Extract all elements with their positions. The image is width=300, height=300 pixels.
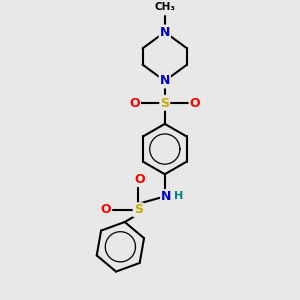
Text: O: O xyxy=(129,97,140,110)
Text: CH₃: CH₃ xyxy=(154,2,175,13)
Text: N: N xyxy=(160,74,170,87)
Text: S: S xyxy=(134,203,143,216)
Text: N: N xyxy=(161,190,172,203)
Text: O: O xyxy=(134,173,145,186)
Text: H: H xyxy=(173,191,183,201)
Text: O: O xyxy=(190,97,200,110)
Text: O: O xyxy=(100,203,111,216)
Text: S: S xyxy=(160,97,169,110)
Text: N: N xyxy=(160,26,170,39)
